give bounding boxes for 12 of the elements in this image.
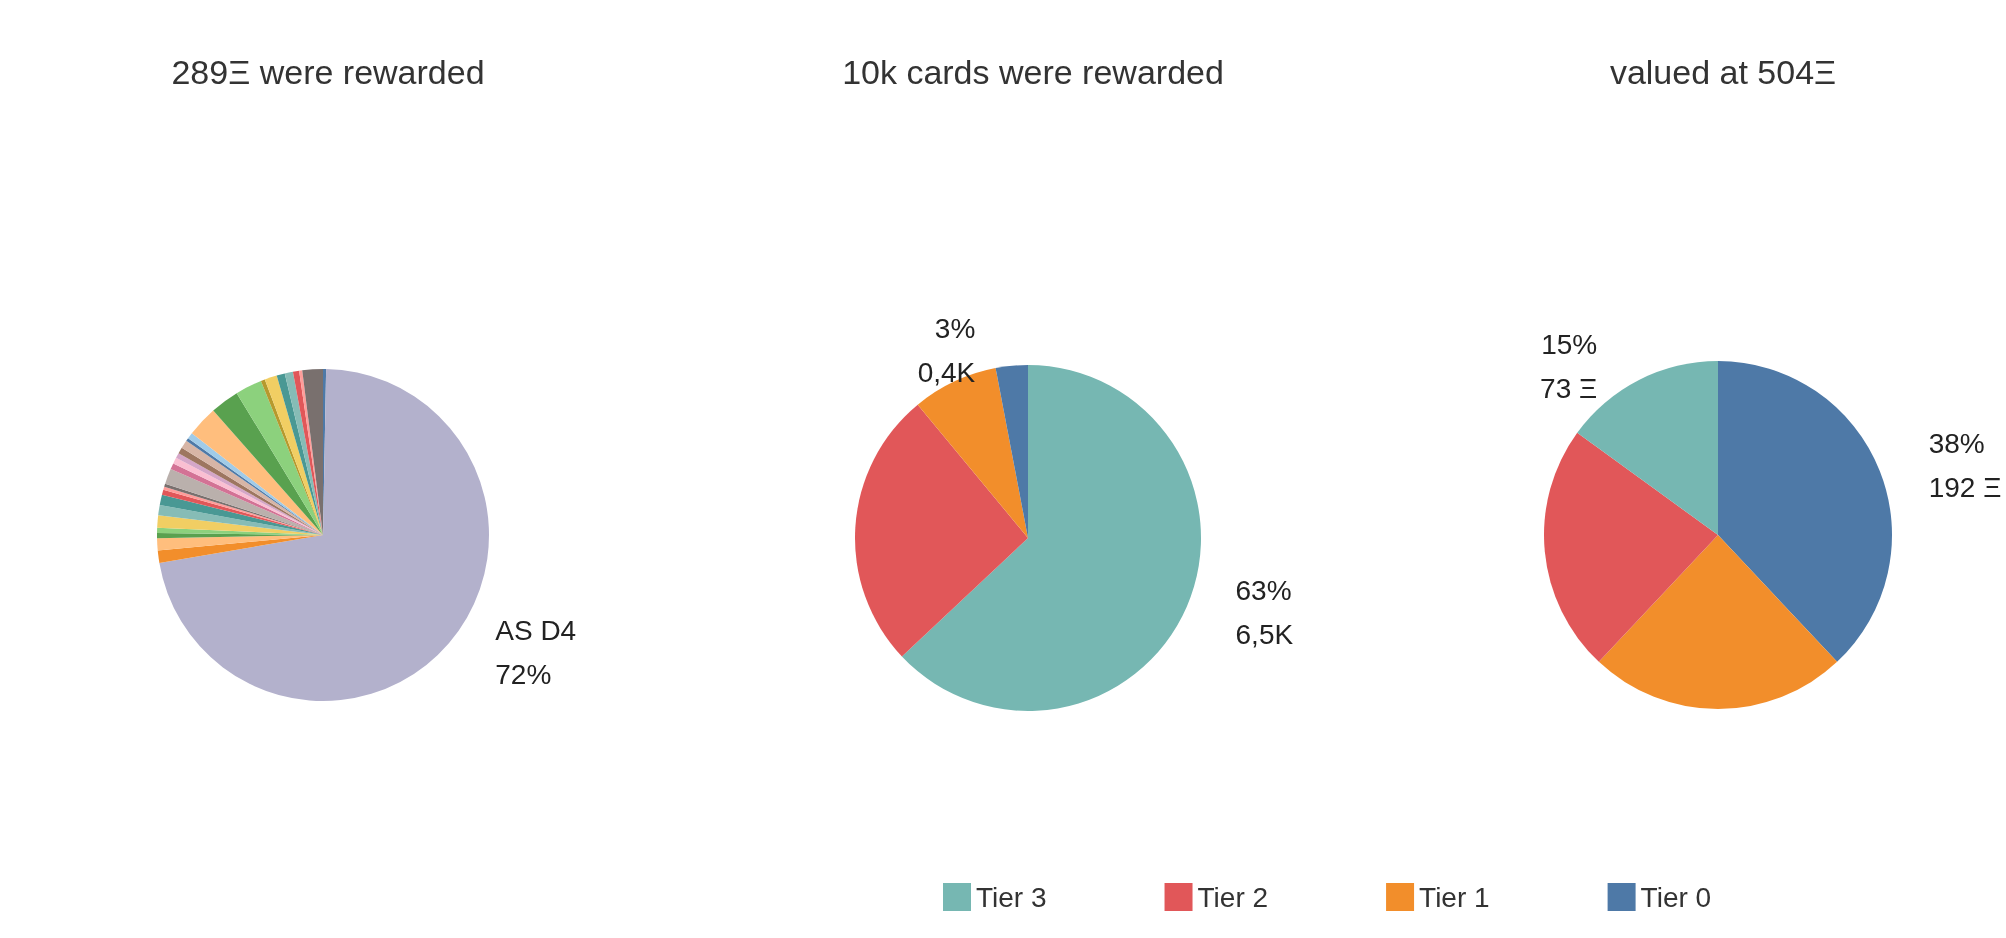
data-label: 3% 0,4K [917, 313, 976, 389]
legend-label: Tier 1 [1419, 881, 1490, 913]
data-label: AS D4 72% [495, 615, 577, 691]
chart-title: 289Ξ were rewarded [171, 53, 485, 91]
legend-label: Tier 3 [976, 881, 1047, 913]
data-label: 15% 73 Ξ [1540, 329, 1598, 405]
chart-title: valued at 504Ξ [1609, 53, 1837, 91]
legend-label: Tier 2 [1197, 881, 1269, 913]
data-label: 38% 192 Ξ [1928, 427, 2002, 503]
legend-label: Tier 0 [1640, 881, 1712, 913]
data-label: 63% 6,5K [1235, 575, 1294, 651]
chart-title: 10k cards were rewarded [842, 53, 1224, 91]
